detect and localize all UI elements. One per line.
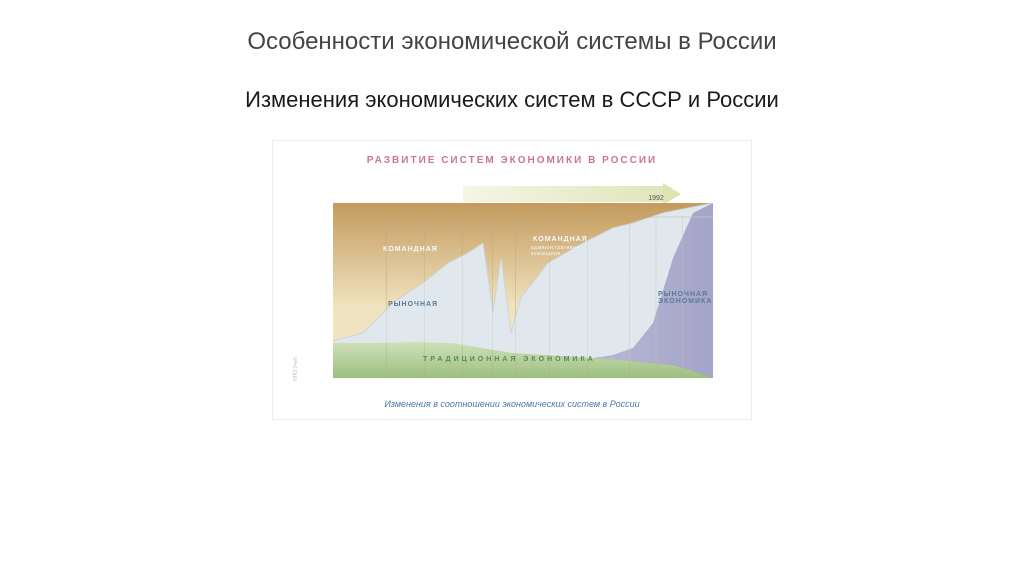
label-command-1: КОМАНДНАЯ — [383, 246, 438, 253]
chart-caption: Изменения в соотношении экономических си… — [273, 399, 751, 409]
label-market-2: РЫНОЧНАЯ ЭКОНОМИКА — [658, 291, 712, 305]
year-tick: 1992 — [648, 195, 664, 202]
slide-title: Особенности экономической системы в Росс… — [0, 0, 1024, 56]
label-command-2-sub: административно- командная — [531, 245, 582, 257]
plot-area — [333, 203, 713, 378]
label-market-1: РЫНОЧНАЯ — [388, 301, 438, 308]
side-credits: НПО Учеб — [293, 221, 302, 381]
label-traditional: ТРАДИЦИОННАЯ ЭКОНОМИКА — [423, 356, 596, 363]
slide-subtitle: Изменения экономических систем в СССР и … — [0, 86, 1024, 115]
timeline-arrow-head — [663, 183, 681, 205]
label-command-2: КОМАНДНАЯ — [533, 236, 588, 243]
chart-container: РАЗВИТИЕ СИСТЕМ ЭКОНОМИКИ В РОССИИ НПО У… — [272, 140, 752, 420]
chart-title: РАЗВИТИЕ СИСТЕМ ЭКОНОМИКИ В РОССИИ — [273, 141, 751, 166]
timeline-arrow — [463, 186, 663, 202]
